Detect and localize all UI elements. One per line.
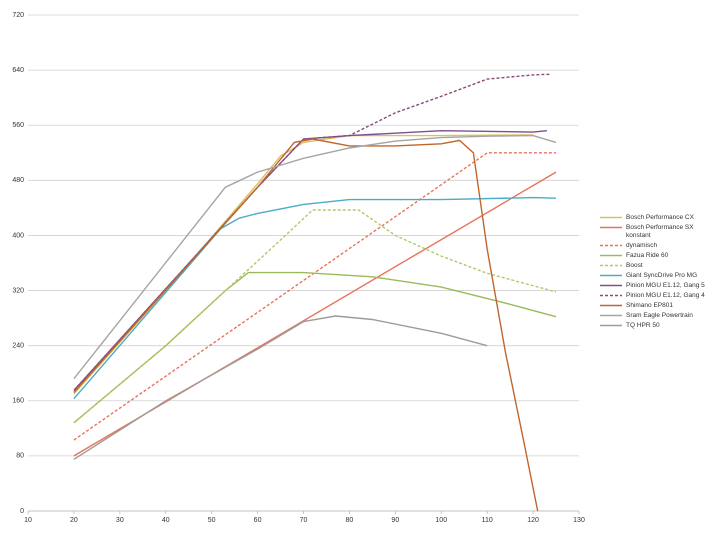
- legend-swatch: [600, 274, 622, 277]
- legend-swatch: [600, 244, 622, 246]
- legend-swatch: [600, 294, 622, 297]
- legend-item: TQ HPR 50: [600, 322, 708, 330]
- legend-label: Pinion MGU E1.12, Gang 4: [626, 292, 705, 300]
- y-tick-label: 400: [12, 232, 24, 239]
- series-line: [73, 152, 556, 441]
- x-tick-label: 100: [435, 517, 447, 524]
- x-tick-label: 40: [162, 517, 170, 524]
- x-tick-label: 130: [573, 517, 585, 524]
- y-tick-label: 640: [12, 67, 24, 74]
- series-line: [73, 73, 552, 391]
- legend-label: TQ HPR 50: [626, 322, 660, 330]
- series-line: [73, 138, 539, 512]
- legend-item: Pinion MGU E1.12, Gang 4: [600, 292, 708, 300]
- x-tick-label: 20: [70, 517, 78, 524]
- y-tick-label: 240: [12, 343, 24, 350]
- legend-label: Bosch Performance CX: [626, 214, 694, 221]
- y-tick-label: 720: [12, 12, 24, 19]
- legend-label: Shimano EP801: [626, 302, 673, 310]
- x-tick-label: 80: [346, 517, 354, 524]
- y-tick-label: 480: [12, 177, 24, 184]
- legend-item: Sram Eagle Powertrain: [600, 312, 708, 320]
- x-tick-label: 50: [208, 517, 216, 524]
- legend-item: Shimano EP801: [600, 302, 708, 310]
- x-tick-label: 110: [482, 517, 493, 524]
- x-tick-label: 120: [527, 517, 539, 524]
- legend-item: Bosch Performance SX konstant: [600, 224, 708, 239]
- legend-label: Pinion MGU E1.12, Gang 5: [626, 282, 705, 290]
- series-line: [73, 315, 488, 460]
- legend-swatch: [600, 315, 622, 317]
- legend-label: Boost: [626, 261, 643, 269]
- legend-label: dynamisch: [626, 241, 658, 249]
- legend-item: Fazua Ride 60: [600, 252, 708, 260]
- legend-item: Giant SyncDrive Pro MG: [600, 272, 708, 280]
- legend-item: Pinion MGU E1.12, Gang 5: [600, 282, 708, 290]
- x-tick-label: 10: [24, 517, 32, 524]
- y-tick-label: 80: [16, 453, 24, 460]
- legend-label: Giant SyncDrive Pro MG: [626, 271, 698, 279]
- legend: Bosch Performance CX Bosch Performance SX…: [600, 214, 708, 333]
- x-tick-label: 30: [116, 517, 124, 524]
- legend-item: Bosch Performance CX: [600, 214, 708, 222]
- legend-swatch: [600, 264, 622, 267]
- series-line: [73, 134, 557, 380]
- legend-swatch: [600, 325, 622, 327]
- series-line: [73, 209, 557, 424]
- legend-swatch: [600, 284, 622, 287]
- legend-label: Fazua Ride 60: [626, 251, 669, 259]
- y-tick-label: 160: [12, 398, 24, 405]
- legend-swatch: [600, 226, 622, 229]
- series-line: [73, 196, 557, 400]
- legend-label: Bosch Performance SX konstant: [626, 224, 694, 239]
- legend-label: Sram Eagle Powertrain: [626, 312, 693, 320]
- legend-item: Boost: [600, 262, 708, 270]
- legend-swatch: [600, 216, 622, 219]
- x-tick-label: 90: [391, 517, 399, 524]
- y-tick-label: 560: [12, 122, 24, 129]
- x-tick-label: 60: [254, 517, 262, 524]
- legend-swatch: [600, 254, 622, 256]
- legend-swatch: [600, 305, 622, 307]
- x-tick-label: 70: [300, 517, 308, 524]
- series-line: [73, 271, 557, 424]
- legend-item: dynamisch: [600, 242, 708, 250]
- y-tick-label: 0: [20, 508, 24, 515]
- y-tick-label: 320: [12, 287, 24, 294]
